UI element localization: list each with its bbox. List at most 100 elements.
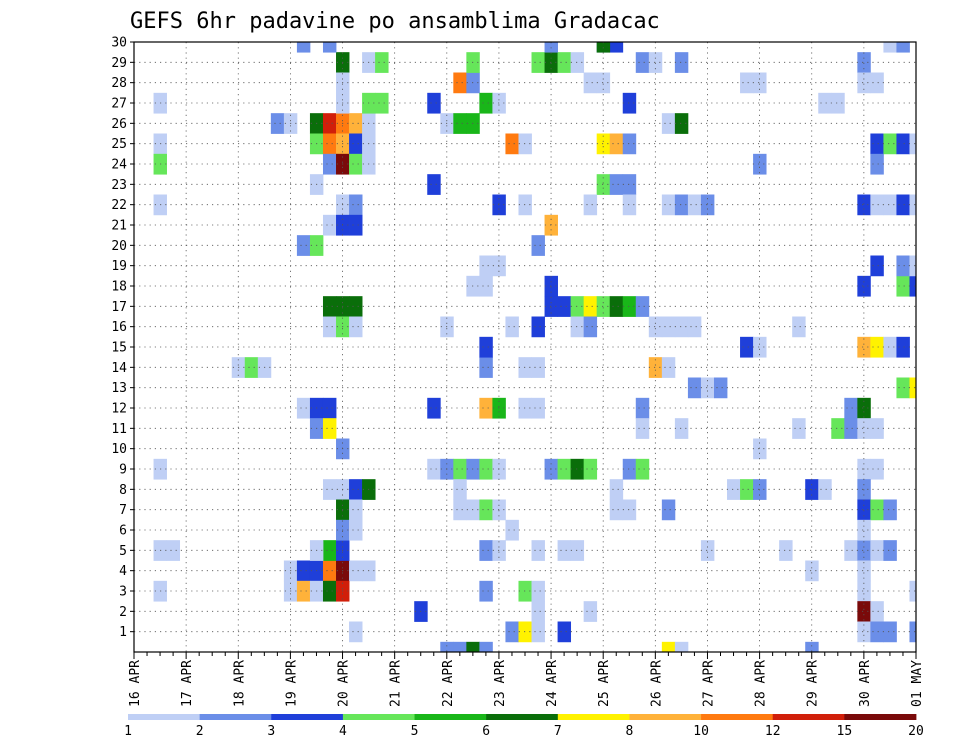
heatmap-cell [909,580,917,602]
heatmap-cell [700,540,715,561]
heatmap-cell [870,418,884,439]
heatmap-cell [349,194,363,216]
heatmap-cell [479,336,493,358]
heatmap-cell [570,52,585,73]
heatmap-cell [831,418,845,439]
y-tick-label: 10 [111,442,127,457]
heatmap-cell [857,275,871,297]
heatmap-cell [857,418,871,439]
grid-layer [134,42,916,652]
heatmap-cell [505,133,519,155]
heatmap-cell [857,580,871,602]
heatmap-cell [609,296,624,317]
heatmap-cell [466,641,480,653]
heatmap-cell [648,52,663,73]
heatmap-cell [505,519,519,541]
heatmap-cell [531,601,545,622]
heatmap-cell [609,174,624,195]
y-tick-label: 27 [111,97,127,112]
y-tick-label: 24 [111,158,127,173]
heatmap-cell [792,316,806,338]
x-tick-label: 27 APR [701,660,716,707]
heatmap-cell [635,397,650,419]
heatmap-cell [244,357,259,378]
heatmap-cell [753,72,767,94]
y-tick-label: 9 [119,463,127,478]
heatmap-cell [818,479,832,500]
y-tick-label: 4 [119,564,127,579]
heatmap-cell [427,174,441,195]
colorbar-segment [199,714,272,720]
heatmap-cell [531,580,545,602]
heatmap-cell [857,52,871,73]
x-tick-label: 24 APR [545,660,560,707]
heatmap-cell [622,174,637,195]
heatmap-cell [557,540,572,561]
y-tick-label: 28 [111,76,127,91]
heatmap-cell [322,113,337,134]
heatmap-cell [635,418,650,439]
heatmap-cell [674,418,689,439]
heatmap-cell [427,458,441,480]
heatmap-cell [687,377,702,399]
heatmap-cell [349,133,363,155]
heatmap-cell [870,601,884,622]
heatmap-cell [531,235,545,256]
heatmap-cell [453,479,467,500]
heatmap-cell [583,296,598,317]
colorbar-label: 4 [339,724,347,739]
y-tick-label: 22 [111,198,127,213]
heatmap-cell [296,42,311,53]
heatmap-cell [674,641,689,653]
x-tick-label: 28 APR [754,660,769,707]
colorbar: 1 2 3 4 5 6 7 8 10 12 15 20 [124,714,924,739]
heatmap-cell [883,336,897,358]
colorbar-label: 10 [693,724,709,739]
y-tick-label: 30 [111,36,127,51]
heatmap-cell [896,42,910,53]
heatmap-cell [349,519,363,541]
heatmap-cell [661,316,676,338]
heatmap-cell [479,499,493,521]
y-tick-label: 14 [111,361,127,376]
heatmap-cell [700,194,715,216]
heatmap-cell [479,397,493,419]
heatmap-cell [870,194,884,216]
heatmap-cell [375,52,389,73]
heatmap-cell [648,316,663,338]
heatmap-cell [322,560,337,582]
heatmap-cell [857,540,871,561]
x-tick-label: 17 APR [180,660,195,707]
y-tick-label: 18 [111,280,127,295]
heatmap-cell [531,540,545,561]
heatmap-cell [883,499,897,521]
heatmap-cell [349,499,363,521]
heatmap-cell [870,499,884,521]
y-tick-label: 5 [119,544,127,559]
y-tick-label: 2 [119,605,127,620]
heatmap-cell [674,316,689,338]
heatmap-cell [661,357,676,378]
heatmap-cell [622,499,637,521]
heatmap-cell [896,275,910,297]
heatmap-cell [296,397,311,419]
colorbar-label: 3 [267,724,275,739]
colorbar-segment [271,714,344,720]
heatmap-cell [322,397,337,419]
x-tick-label: 19 APR [284,660,299,707]
y-tick-label: 13 [111,381,127,396]
heatmap-cell [427,397,441,419]
heatmap-cell [544,52,558,73]
heatmap-cell [635,458,650,480]
y-tick-label: 7 [119,503,127,518]
heatmap-cell [479,92,493,114]
x-axis: 16 APR 17 APR 18 APR 19 APR 20 APR 21 APR 22 A… [128,652,925,707]
heatmap-cell [857,397,871,419]
heatmap-cell [583,72,598,94]
heatmap-cell [453,113,467,134]
heatmap-cell [479,255,493,277]
heatmap-cell [609,133,624,155]
colorbar-segment [342,714,415,720]
heatmap-cell [909,133,917,155]
